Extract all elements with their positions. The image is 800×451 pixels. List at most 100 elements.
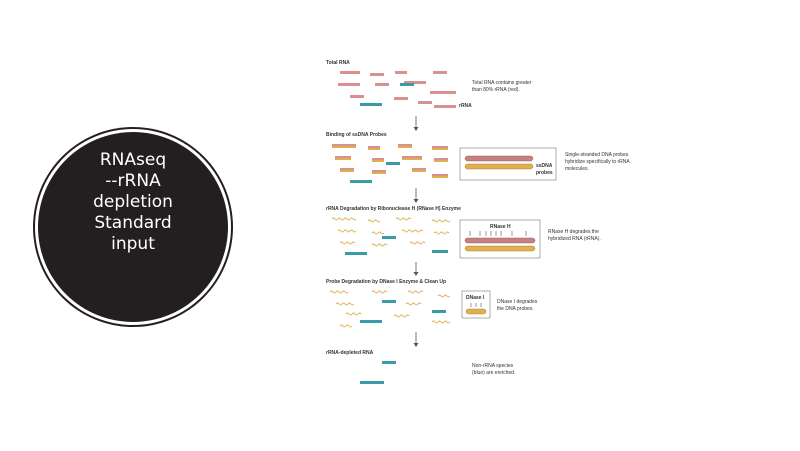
rrna-molecule — [430, 91, 456, 94]
degraded-fragment — [371, 231, 385, 235]
rrna-molecule — [350, 95, 364, 98]
rrna-label: rRNA — [459, 103, 472, 109]
non-rrna-molecule — [382, 300, 396, 303]
ssdna-probe — [340, 170, 354, 172]
rrna-molecule — [332, 144, 356, 146]
rrna-molecule — [418, 101, 432, 104]
ssdna-probe — [372, 160, 384, 162]
step2-desc-line2: hybridize specifically to rRNA — [565, 159, 630, 165]
step5-molecules — [360, 361, 396, 384]
title-line-1: RNAseq — [99, 150, 167, 170]
non-rrna-molecule — [360, 381, 384, 384]
degraded-fragment — [329, 290, 349, 294]
degraded-fragment — [345, 312, 362, 316]
non-rrna-molecule — [400, 83, 414, 86]
rrna-molecule — [375, 83, 389, 86]
ssdna-probe — [432, 176, 448, 178]
rrna-molecule — [432, 174, 448, 176]
degraded-fragment — [437, 294, 451, 298]
flow-arrow-2 — [413, 188, 419, 203]
ssdna-probes-label-1: ssDNA — [536, 163, 553, 169]
degraded-fragment — [371, 290, 388, 294]
rrna-molecule — [338, 83, 360, 86]
title-line-2: --rRNA — [105, 171, 161, 191]
rrna-molecule — [340, 168, 354, 170]
step5-desc-line1: Non-rRNA species — [472, 363, 514, 369]
degraded-fragment — [431, 219, 451, 223]
degraded-fragment — [433, 231, 450, 235]
degraded-fragment — [401, 229, 424, 233]
step1-title: Total RNA — [326, 60, 350, 66]
degraded-fragment — [431, 320, 451, 324]
non-rrna-molecule — [382, 236, 396, 239]
title-line-4: Standard — [94, 213, 172, 233]
rrna-molecule — [404, 81, 426, 84]
step4-molecules — [329, 290, 451, 328]
degraded-fragment — [405, 302, 422, 306]
rrna-molecule — [370, 73, 384, 76]
ssdna-probe — [412, 170, 426, 172]
rrna-molecule — [433, 71, 447, 74]
step2-molecules — [332, 144, 448, 183]
rnase-h-inset — [459, 219, 541, 259]
ssdna-probe — [332, 146, 356, 148]
rrna-molecule — [394, 97, 408, 100]
rrna-molecule — [412, 168, 426, 170]
step2-desc-line3: molecules. — [565, 166, 589, 172]
degraded-fragment — [371, 243, 388, 247]
title-line-5: input — [111, 234, 155, 254]
rrna-molecule — [434, 158, 448, 160]
ssdna-probe — [372, 172, 386, 174]
rrna-molecule — [368, 146, 380, 148]
non-rrna-molecule — [345, 252, 367, 255]
step1-desc-line2: than 80% rRNA (red). — [472, 87, 520, 93]
rrna-molecule — [340, 71, 360, 74]
non-rrna-molecule — [432, 310, 446, 313]
dnase-i-label: DNase I — [466, 295, 485, 301]
title-circle — [38, 132, 228, 322]
non-rrna-molecule — [350, 180, 372, 183]
dnase-i-inset — [461, 290, 491, 319]
degraded-fragment — [337, 229, 357, 233]
degraded-fragment — [335, 302, 355, 306]
step2-title: Binding of ssDNA Probes — [326, 132, 387, 138]
degraded-fragment — [367, 219, 381, 223]
rrna-molecule — [372, 158, 384, 160]
rrna-molecule — [432, 146, 448, 148]
degraded-fragment — [393, 314, 410, 318]
ssdna-probe — [402, 158, 422, 160]
ssdna-probe — [368, 148, 380, 150]
flow-arrow-3 — [413, 262, 419, 276]
rrna-molecule — [335, 156, 351, 158]
step3-desc-line1: RNase H degrades the — [548, 229, 599, 235]
step1-desc-line1: Total RNA contains greater — [472, 80, 532, 86]
non-rrna-molecule — [432, 250, 448, 253]
rnase-h-label: RNase H — [490, 224, 511, 230]
ssdna-probe — [398, 146, 412, 148]
step4-desc-line2: the DNA probes. — [497, 306, 534, 312]
degraded-fragment — [339, 241, 356, 245]
ssdna-probes-label-2: probes — [536, 170, 553, 176]
rrna-molecule — [395, 71, 407, 74]
ssdna-probe-inset — [459, 147, 557, 181]
degraded-fragment — [409, 241, 426, 245]
step1-molecules — [338, 71, 456, 108]
step4-desc-line1: DNase I degrades — [497, 299, 538, 305]
step3-desc-line2: hybridized RNA (rRNA). — [548, 236, 601, 242]
non-rrna-molecule — [360, 103, 382, 106]
step3-title: rRNA Degradation by Ribonuclease H (RNas… — [326, 206, 461, 212]
title-line-3: depletion — [93, 192, 173, 212]
non-rrna-molecule — [382, 361, 396, 364]
ssdna-probe — [434, 160, 448, 162]
step5-desc-line2: (blue) are enriched. — [472, 370, 515, 376]
degraded-fragment — [407, 290, 424, 294]
ssdna-probe — [335, 158, 351, 160]
degraded-fragment — [395, 217, 412, 221]
rrna-molecule — [434, 105, 456, 108]
rrna-molecule — [372, 170, 386, 172]
ssdna-probe — [432, 148, 448, 150]
rrna-molecule — [402, 156, 422, 158]
degraded-fragment — [331, 217, 357, 221]
step2-desc-line1: Single-stranded DNA probes — [565, 152, 629, 158]
